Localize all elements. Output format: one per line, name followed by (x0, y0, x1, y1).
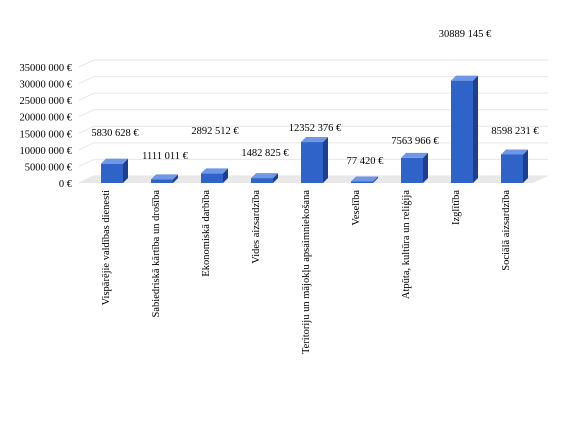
x-tick-label: Izglītība (451, 190, 462, 225)
bar (501, 149, 528, 183)
gridline (78, 109, 548, 118)
bar-side (273, 173, 278, 183)
y-tick-label: 35000 000 € (20, 63, 73, 74)
data-label: 1482 825 € (241, 148, 289, 159)
y-tick-label: 20000 000 € (20, 113, 73, 124)
bar-top (201, 168, 228, 174)
data-label: 1111 011 € (142, 151, 188, 162)
bar-side (423, 152, 428, 183)
bar-front (151, 179, 173, 183)
x-tick-label: Sociālā aizsardzība (501, 190, 512, 271)
bar-front (201, 173, 223, 183)
bar-side (123, 158, 128, 183)
y-tick-label: 10000 000 € (20, 146, 73, 157)
y-tick-label: 5000 000 € (25, 162, 73, 173)
bar (201, 168, 228, 183)
data-label: 2892 512 € (191, 126, 239, 137)
bar-front (351, 181, 373, 183)
data-label: 5830 628 € (91, 128, 139, 139)
bar-front (451, 80, 473, 183)
bar-top (301, 137, 328, 143)
data-label: 12352 376 € (289, 123, 342, 134)
gridline (78, 59, 548, 68)
bar-top (451, 75, 478, 81)
bar (451, 75, 478, 183)
gridline (78, 92, 548, 101)
bar-top (401, 152, 428, 158)
data-label: 30889 145 € (439, 29, 492, 40)
bar-top (251, 173, 278, 179)
y-tick-label: 0 € (59, 179, 73, 190)
bar-side (173, 174, 178, 183)
bar-top (501, 149, 528, 155)
x-tick-label: Vispārējie valdības dienesti (101, 190, 112, 306)
bar-top (151, 174, 178, 180)
data-labels: 5830 628 € 1111 011 € 2892 512 €1482 825 €… (91, 29, 539, 167)
gridline (78, 142, 548, 151)
bar-side (323, 137, 328, 183)
data-label: 77 420 € (347, 156, 385, 167)
x-tick-label: Teritoriju un mājokļu apsaimniekošana (301, 190, 312, 354)
bar-side (523, 149, 528, 183)
x-tick-label: Veselība (351, 190, 362, 226)
bar-side (473, 75, 478, 183)
y-axis: 0 € 5000 000 € 10000 000 € 15000 000 € 20000… (20, 63, 73, 190)
x-tick-label: Ekonomiskā darbība (201, 190, 212, 277)
bar (101, 158, 128, 183)
bar-side (373, 176, 378, 183)
bar (151, 174, 178, 183)
x-tick-label: Vides aizsardzība (251, 190, 262, 264)
bar (351, 176, 378, 183)
bar-front (251, 178, 273, 183)
data-label: 8598 231 € (491, 126, 539, 137)
y-tick-label: 30000 000 € (20, 80, 73, 91)
grid-lines (78, 59, 548, 184)
gridline (78, 158, 548, 167)
bar-front (401, 157, 423, 183)
bar-side (223, 168, 228, 183)
gridline (78, 76, 548, 85)
x-axis: Vispārējie valdības dienesti Sabiedriskā … (101, 190, 512, 354)
gridline (78, 125, 548, 134)
bar-top (351, 176, 378, 182)
x-tick-label: Atpūta, kultūra un reliģija (401, 190, 412, 299)
bar (401, 152, 428, 183)
bars (101, 75, 528, 183)
bar (251, 173, 278, 183)
bar-top (101, 158, 128, 164)
y-tick-label: 25000 000 € (20, 96, 73, 107)
bar-front (101, 163, 123, 183)
x-tick-label: Sabiedriskā kārtība un drošība (151, 190, 162, 318)
y-tick-label: 15000 000 € (20, 129, 73, 140)
bar (301, 137, 328, 183)
data-label: 7563 966 € (391, 136, 439, 147)
bar-front (301, 142, 323, 183)
bar-front (501, 154, 523, 183)
